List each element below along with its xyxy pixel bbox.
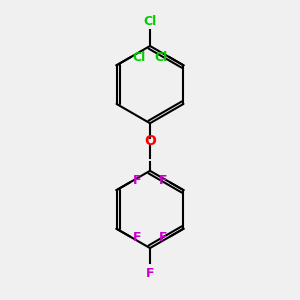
- Text: F: F: [133, 232, 141, 244]
- Text: F: F: [159, 174, 167, 188]
- Text: Cl: Cl: [143, 15, 157, 28]
- Text: O: O: [144, 134, 156, 148]
- Text: F: F: [133, 174, 141, 188]
- Text: F: F: [159, 232, 167, 244]
- Text: Cl: Cl: [154, 51, 168, 64]
- Text: Cl: Cl: [132, 51, 146, 64]
- Text: F: F: [146, 266, 154, 280]
